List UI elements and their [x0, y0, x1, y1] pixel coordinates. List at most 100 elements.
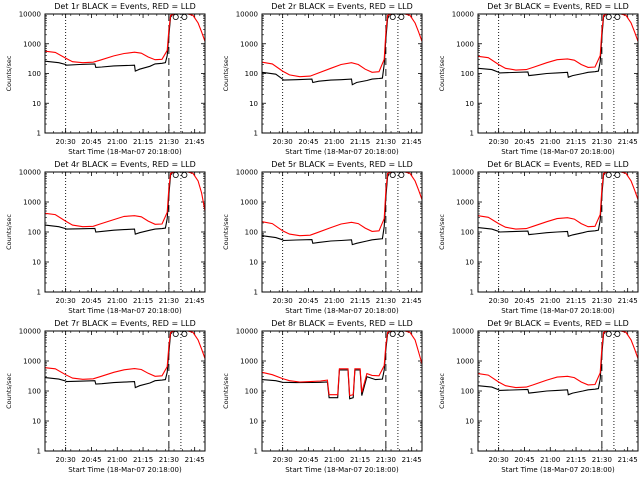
x-tick-label: 20:30	[56, 138, 76, 146]
x-axis-label: Start Time (18-Mar-07 20:18:00)	[501, 307, 615, 315]
y-axis-label: Counts/sec	[438, 55, 446, 91]
saturation-marker	[181, 13, 188, 20]
x-tick-label: 21:15	[566, 297, 586, 305]
saturation-marker	[389, 171, 396, 178]
x-tick-label: 21:30	[159, 297, 179, 305]
chart-title: Det 3r BLACK = Events, RED = LLD	[487, 2, 629, 11]
x-tick-label: 20:30	[56, 456, 76, 464]
saturation-marker	[389, 330, 396, 337]
x-tick-label: 21:00	[324, 138, 344, 146]
x-tick-label: 20:30	[489, 297, 509, 305]
events-series-line	[261, 173, 390, 246]
x-tick-label: 21:45	[185, 456, 205, 464]
y-tick-label: 1000	[23, 199, 41, 207]
y-tick-label: 10000	[236, 11, 258, 19]
x-tick-label: 20:30	[489, 456, 509, 464]
saturation-marker	[605, 13, 612, 20]
x-tick-label: 20:45	[514, 297, 534, 305]
saturation-marker	[614, 13, 621, 20]
plot-frame	[44, 13, 206, 134]
y-tick-label: 1	[254, 448, 258, 456]
x-tick-label: 21:45	[185, 138, 205, 146]
y-tick-label: 100	[245, 388, 258, 396]
chart-panel-1: Det 1r BLACK = Events, RED = LLD Start Ti…	[5, 2, 206, 156]
x-tick-label: 21:45	[402, 138, 422, 146]
events-series-line	[477, 172, 606, 238]
y-tick-label: 1000	[456, 358, 474, 366]
x-tick-label: 21:15	[133, 297, 153, 305]
saturation-marker	[605, 330, 612, 337]
x-tick-label: 21:45	[618, 297, 638, 305]
chart-title: Det 8r BLACK = Events, RED = LLD	[271, 319, 413, 328]
x-tick-label: 21:30	[376, 297, 396, 305]
events-series-line	[44, 14, 173, 72]
y-tick-label: 10	[249, 418, 258, 426]
x-tick-label: 21:30	[159, 456, 179, 464]
saturation-marker	[614, 171, 621, 178]
x-tick-label: 21:15	[133, 456, 153, 464]
chart-panel-7: Det 7r BLACK = Events, RED = LLD Start Ti…	[5, 319, 206, 474]
saturation-marker	[398, 330, 405, 337]
x-tick-label: 21:00	[324, 297, 344, 305]
y-tick-label: 1	[37, 448, 41, 456]
chart-panel-4: Det 4r BLACK = Events, RED = LLD Start Ti…	[5, 160, 206, 315]
chart-title: Det 7r BLACK = Events, RED = LLD	[54, 319, 196, 328]
x-tick-label: 21:15	[133, 138, 153, 146]
x-tick-label: 20:45	[298, 456, 318, 464]
y-tick-label: 10000	[19, 169, 41, 177]
x-axis-label: Start Time (18-Mar-07 20:18:00)	[285, 307, 399, 315]
plot-frame	[477, 13, 639, 134]
x-tick-label: 21:15	[350, 138, 370, 146]
plot-frame	[477, 330, 639, 452]
x-tick-label: 20:45	[81, 138, 101, 146]
x-tick-label: 21:45	[402, 297, 422, 305]
y-tick-label: 1	[37, 289, 41, 297]
x-tick-label: 21:15	[566, 138, 586, 146]
x-tick-label: 20:30	[273, 297, 293, 305]
y-tick-label: 10	[32, 100, 41, 108]
y-tick-label: 100	[28, 70, 41, 78]
events-series-line	[477, 14, 606, 78]
x-tick-label: 20:45	[514, 138, 534, 146]
x-tick-label: 21:15	[350, 456, 370, 464]
x-tick-label: 21:30	[376, 456, 396, 464]
x-tick-label: 21:00	[540, 138, 560, 146]
saturation-marker	[172, 330, 179, 337]
y-tick-label: 10000	[19, 328, 41, 336]
saturation-marker	[614, 330, 621, 337]
y-tick-label: 10000	[236, 328, 258, 336]
plot-frame	[261, 171, 423, 293]
y-tick-label: 10000	[19, 11, 41, 19]
y-tick-label: 100	[461, 70, 474, 78]
saturation-marker	[398, 13, 405, 20]
events-series-line	[261, 331, 390, 400]
x-axis-label: Start Time (18-Mar-07 20:18:00)	[68, 466, 182, 474]
x-tick-label: 21:45	[185, 297, 205, 305]
plot-frame	[477, 171, 639, 293]
y-tick-label: 1000	[240, 199, 258, 207]
events-series-line	[261, 15, 390, 86]
x-tick-label: 21:00	[107, 297, 127, 305]
events-series-line	[44, 172, 173, 235]
y-tick-label: 1000	[23, 40, 41, 48]
saturation-marker	[398, 171, 405, 178]
y-tick-label: 1000	[456, 199, 474, 207]
y-tick-label: 10000	[452, 11, 474, 19]
y-tick-label: 100	[28, 388, 41, 396]
x-tick-label: 21:45	[618, 456, 638, 464]
y-tick-label: 1000	[240, 40, 258, 48]
y-tick-label: 10	[465, 100, 474, 108]
y-tick-label: 1	[254, 130, 258, 138]
y-tick-label: 100	[461, 388, 474, 396]
x-tick-label: 21:00	[324, 456, 344, 464]
y-tick-label: 100	[245, 70, 258, 78]
y-axis-label: Counts/sec	[222, 373, 230, 409]
y-tick-label: 1000	[240, 358, 258, 366]
x-axis-label: Start Time (18-Mar-07 20:18:00)	[285, 148, 399, 156]
y-axis-label: Counts/sec	[438, 373, 446, 409]
x-tick-label: 21:15	[566, 456, 586, 464]
y-tick-label: 100	[461, 229, 474, 237]
plot-frame	[261, 330, 423, 452]
